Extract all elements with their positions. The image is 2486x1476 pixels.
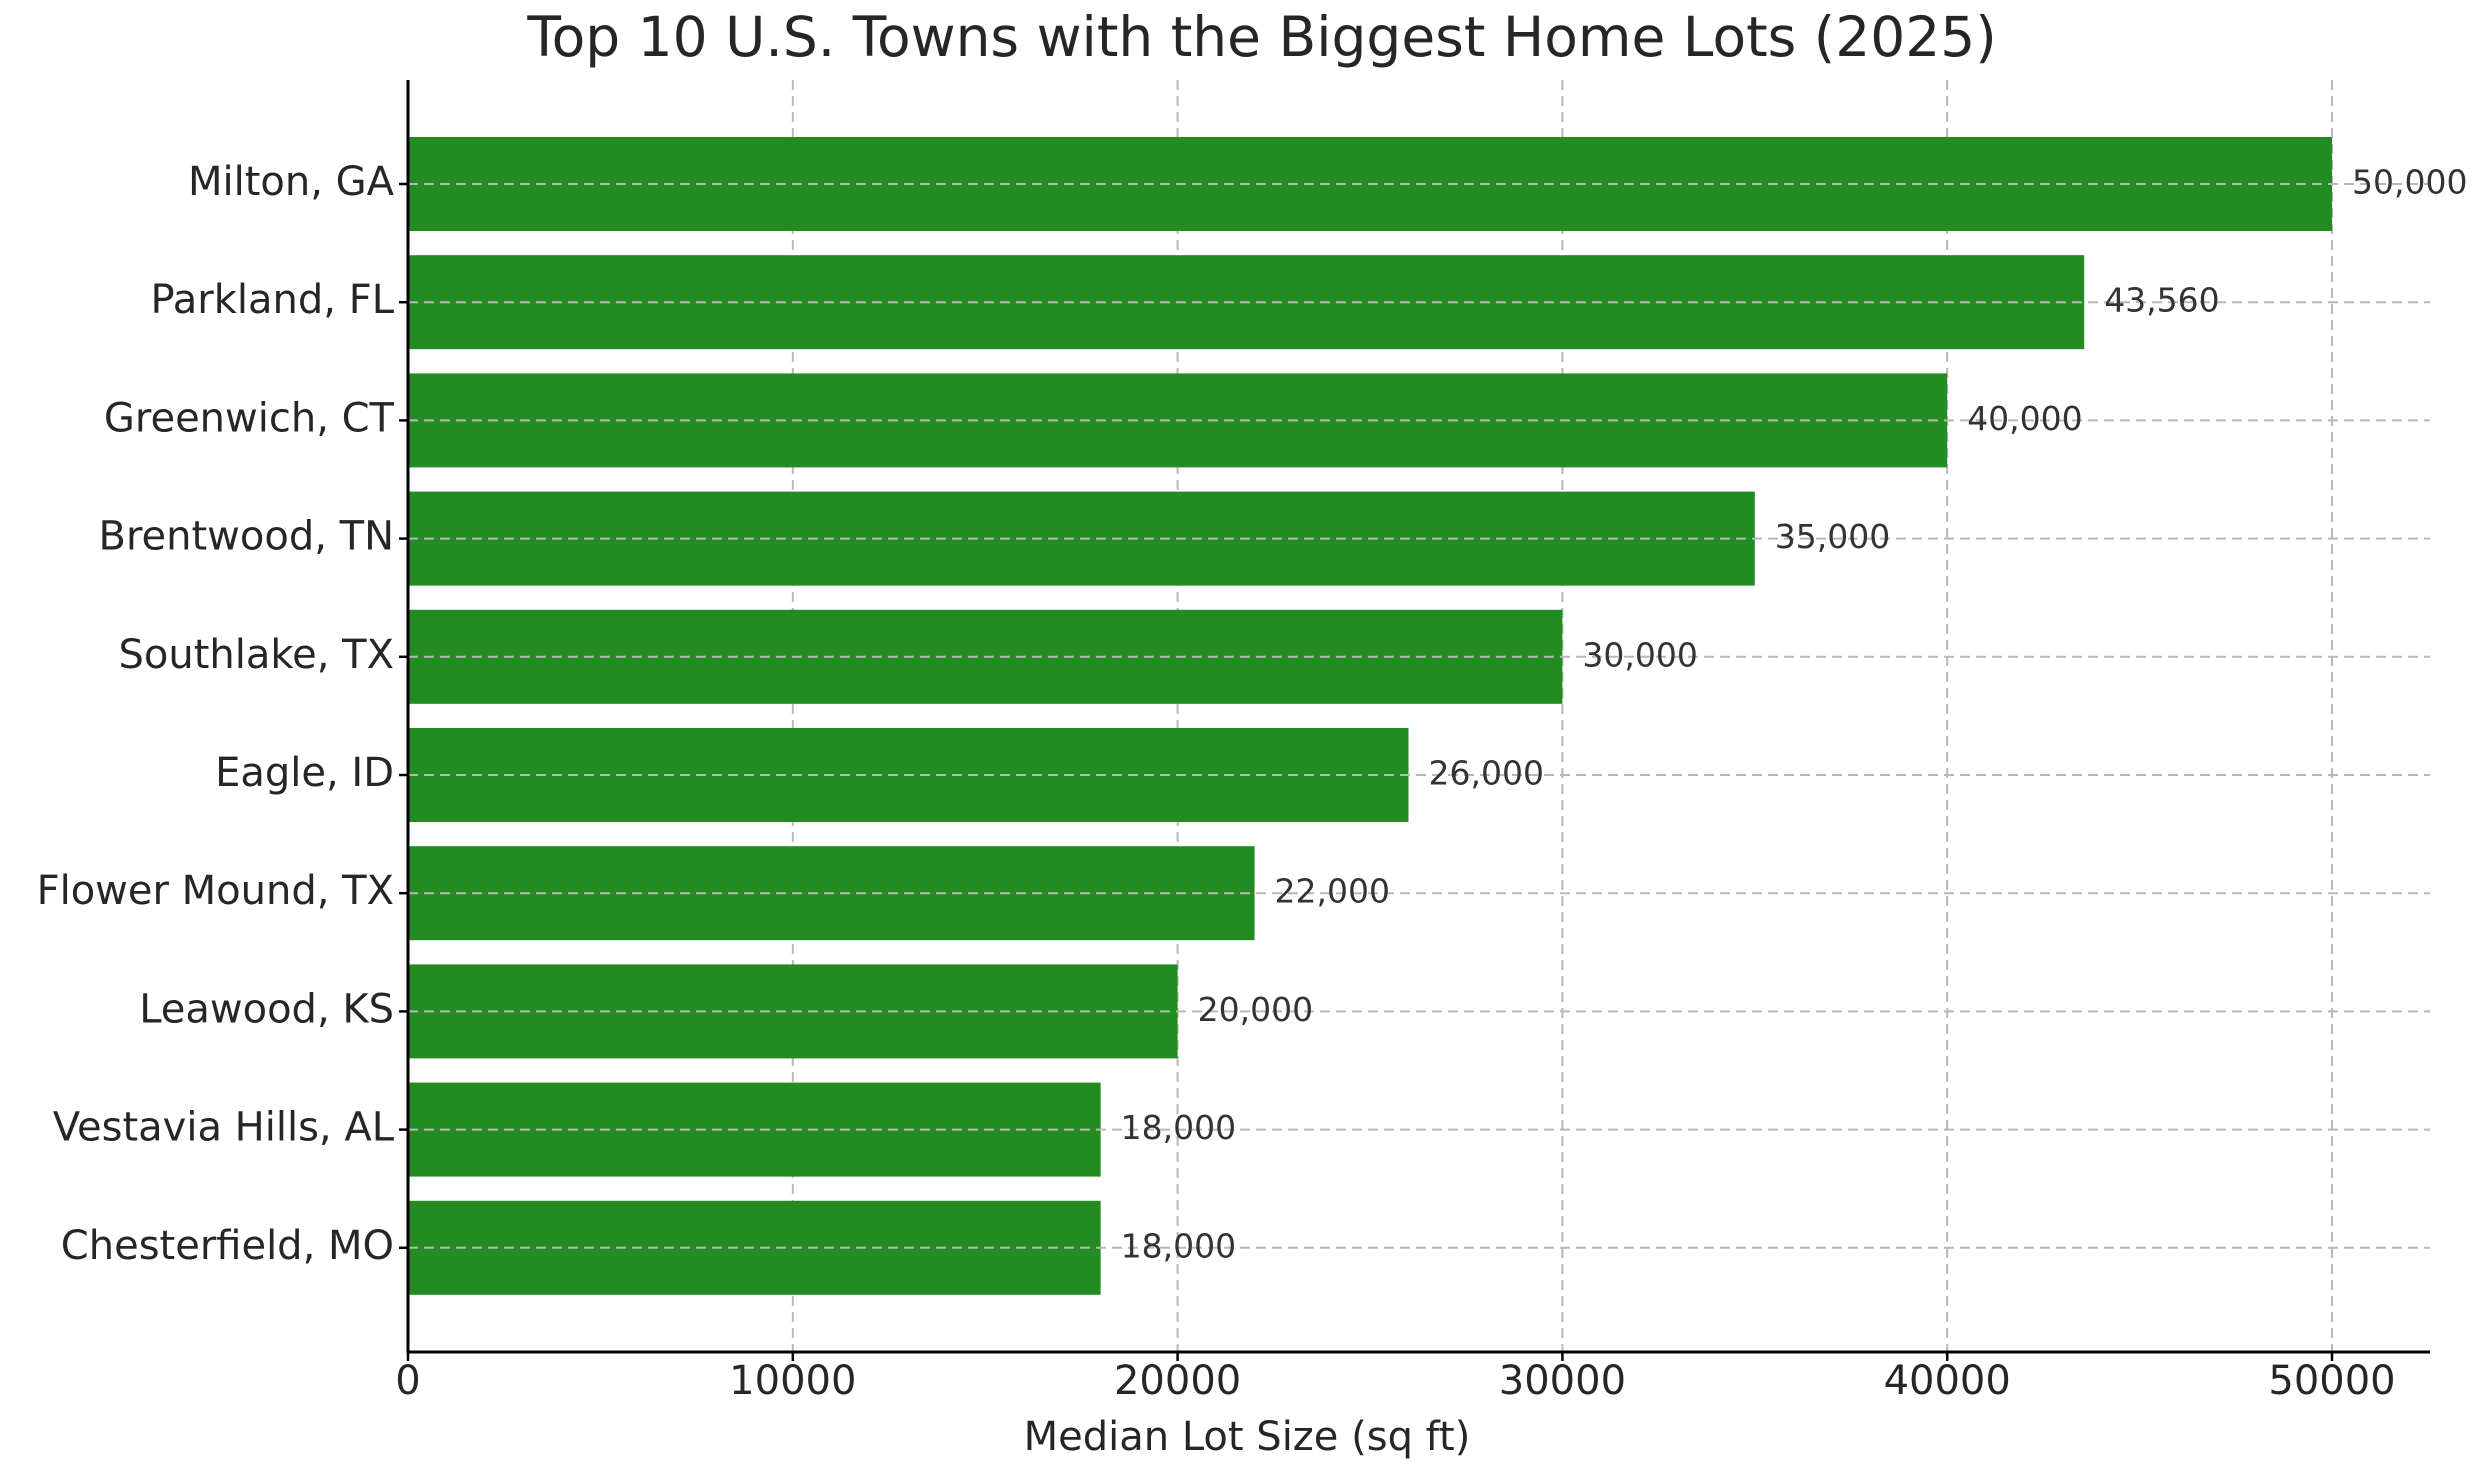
axes [406,80,2430,1354]
bar-value-label: 18,000 [1121,1226,1236,1265]
y-tick-label: Greenwich, CT [104,395,395,441]
y-tick-label: Milton, GA [188,159,395,205]
y-tick-label: Leawood, KS [139,986,394,1032]
y-tick-label: Southlake, TX [119,632,395,678]
x-tick-label: 10000 [729,1358,856,1404]
x-tick-label: 30000 [1499,1358,1626,1404]
bar-value-label: 43,560 [2104,281,2219,320]
category-labels: Milton, GA Parkland, FL Greenwich, CT Brent… [37,159,395,1269]
bar-value-label: 35,000 [1775,517,1890,556]
bar-value-label: 50,000 [2352,163,2467,202]
y-tick-label: Brentwood, TN [99,514,395,560]
bar-value-label: 18,000 [1121,1108,1236,1147]
x-tick-label: 20000 [1114,1358,1241,1404]
y-tick-label: Flower Mound, TX [37,868,394,914]
bar-value-label: 20,000 [1198,990,1313,1029]
x-ticks: 0 10000 20000 30000 40000 50000 [395,182,2396,1404]
x-tick-label: 0 [395,1358,420,1404]
bar-value-label: 26,000 [1428,754,1543,793]
chart-title: Top 10 U.S. Towns with the Biggest Home … [526,5,1996,69]
bar-value-label: 22,000 [1275,872,1390,911]
y-tick-label: Eagle, ID [215,750,394,796]
y-tick-label: Parkland, FL [150,277,394,323]
y-tick-label: Chesterfield, MO [61,1223,394,1269]
bar-value-labels: 50,000 43,560 40,000 35,000 30,000 26,000 22,0… [408,163,2467,1265]
x-tick-label: 50000 [2268,1358,2395,1404]
x-axis-label: Median Lot Size (sq ft) [1024,1414,1471,1460]
x-tick-label: 40000 [1884,1358,2011,1404]
bars [408,137,2332,1295]
y-tick-label: Vestavia Hills, AL [53,1105,395,1151]
bar-value-label: 40,000 [1967,399,2082,438]
bar-value-label: 30,000 [1582,635,1697,674]
